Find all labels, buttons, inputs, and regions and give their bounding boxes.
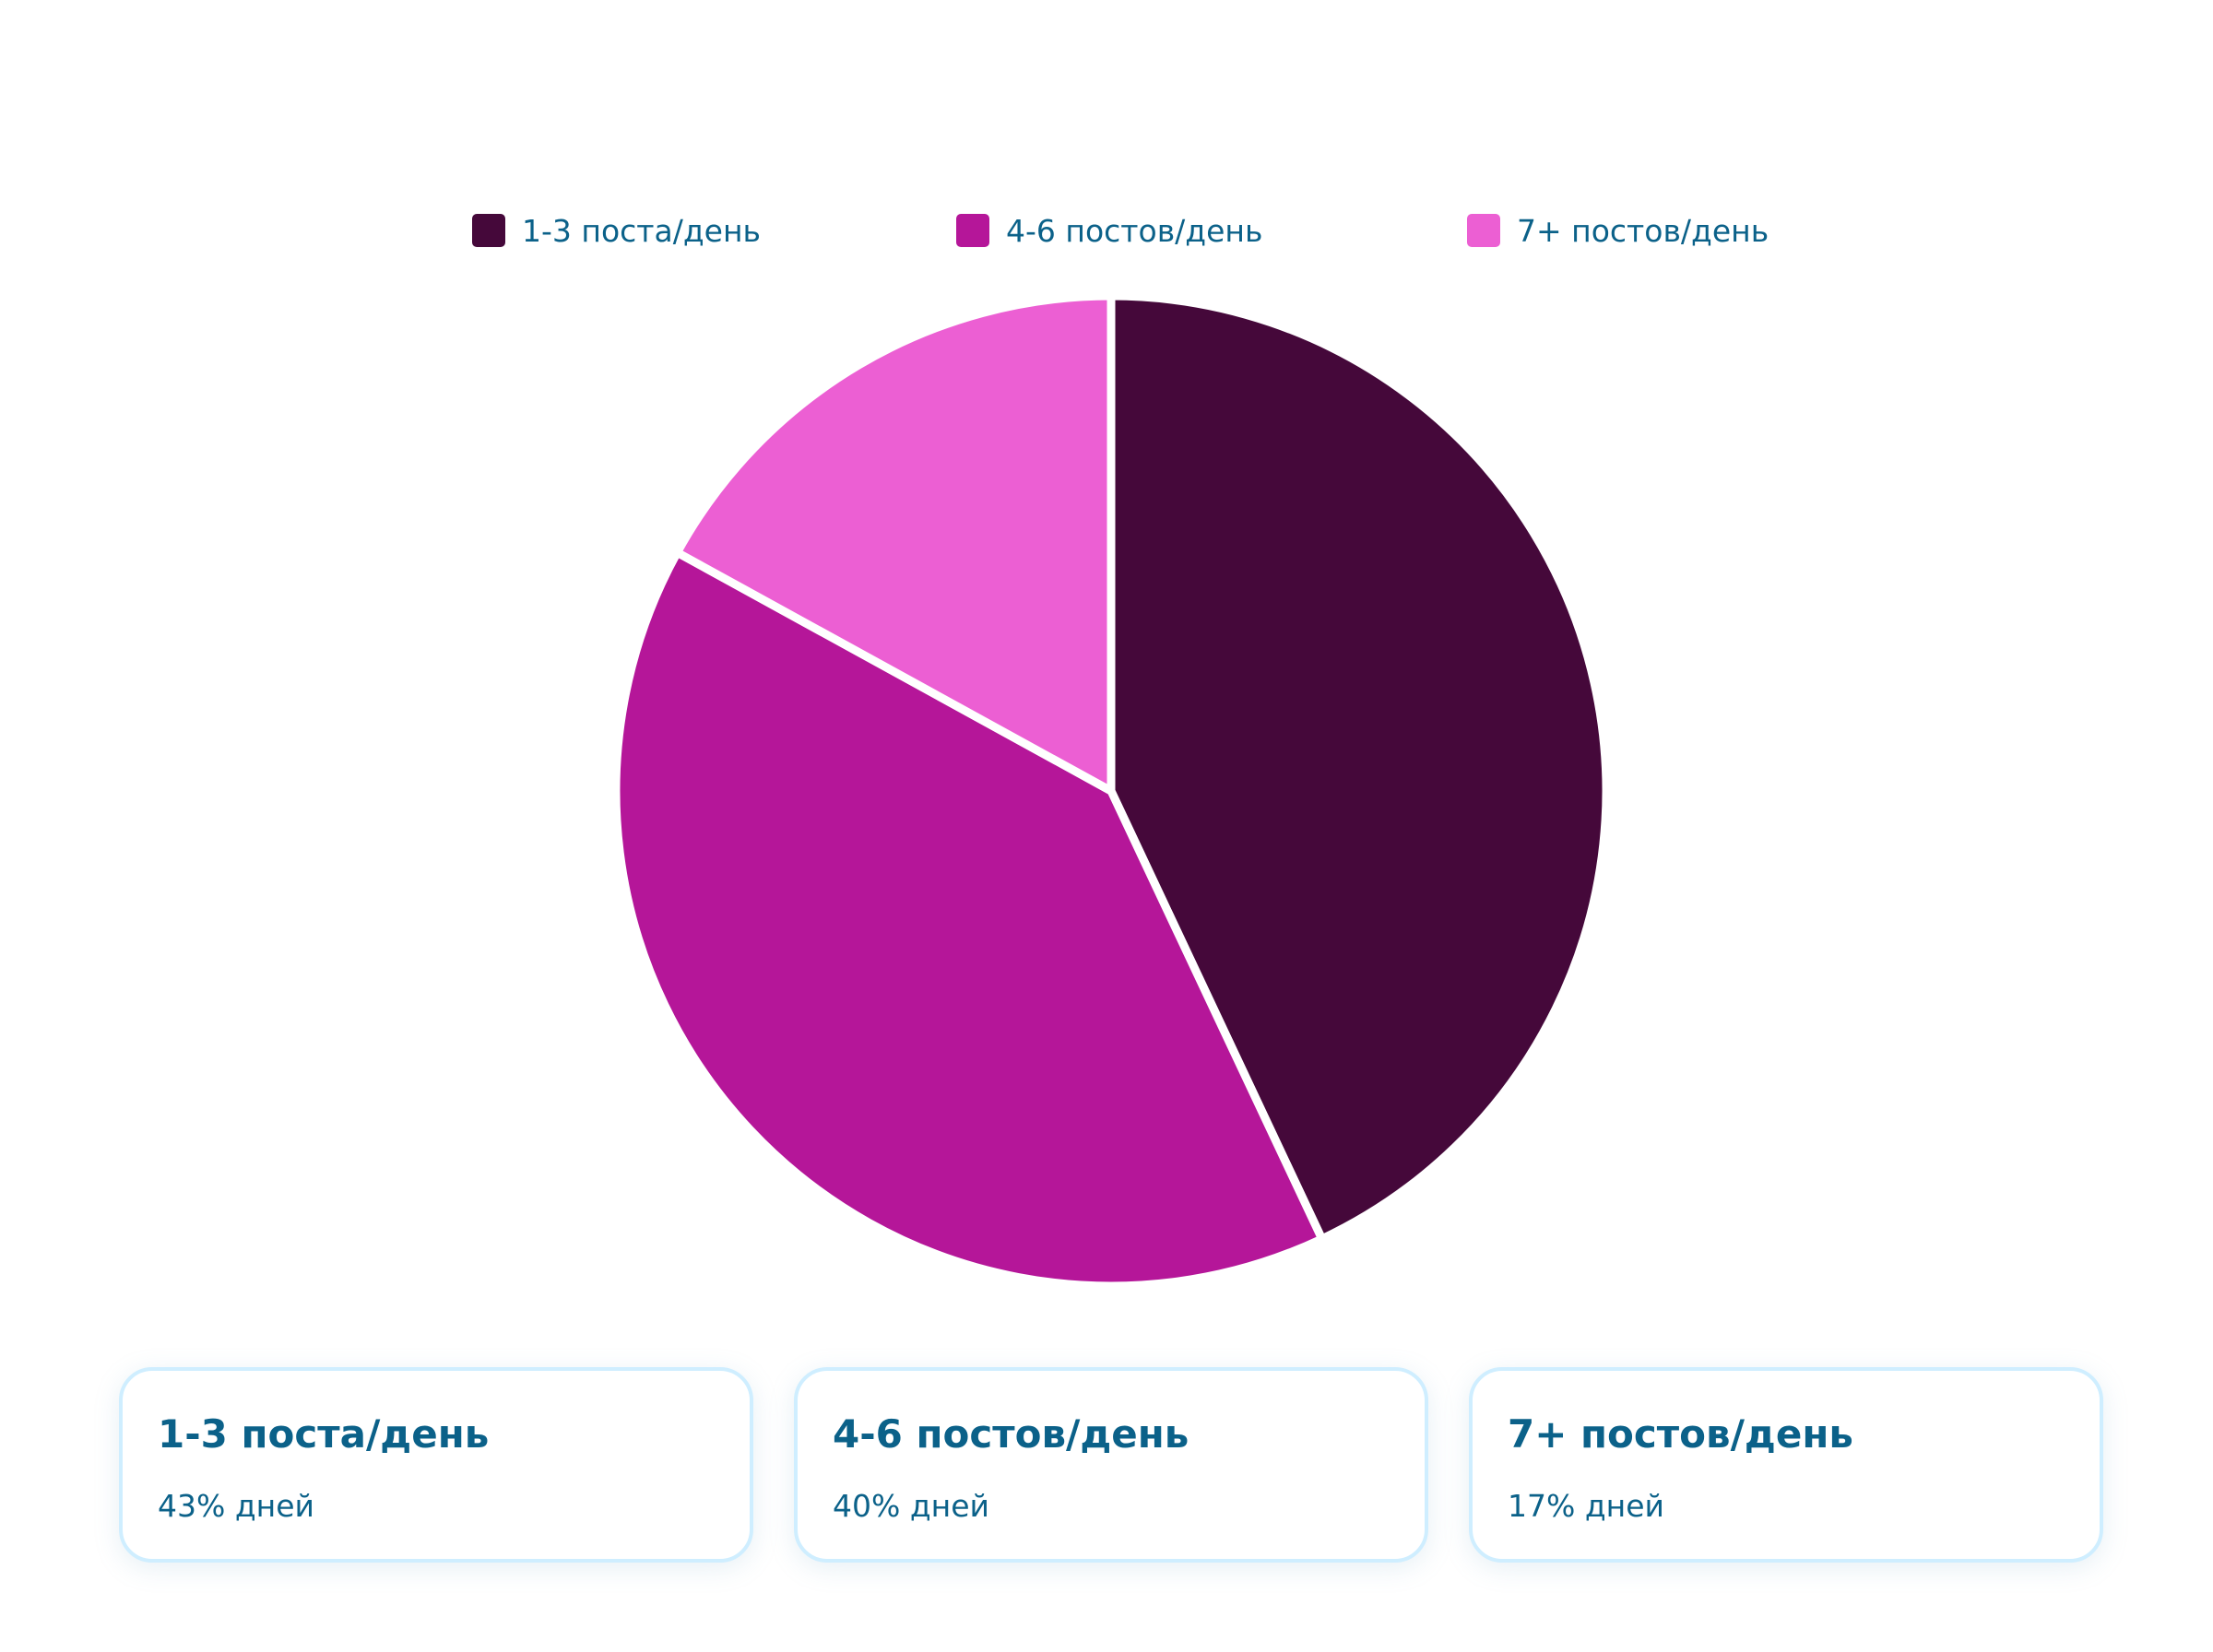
chart-legend: 1-3 поста/день 4-6 постов/день 7+ постов…	[0, 205, 2213, 256]
legend-label-7-plus-posts: 7+ постов/день	[1517, 212, 1769, 249]
card-title-1-3-posts: 1-3 поста/день	[158, 1411, 490, 1457]
summary-card-7-plus-posts: 7+ постов/день 17% дней	[1469, 1367, 2103, 1563]
legend-label-1-3-posts: 1-3 поста/день	[522, 212, 762, 249]
legend-item-1-3-posts[interactable]: 1-3 поста/день	[472, 205, 761, 256]
card-subtitle-1-3-posts: 43% дней	[158, 1488, 314, 1524]
card-title-7-plus-posts: 7+ постов/день	[1508, 1411, 1853, 1457]
legend-swatch-1-3-posts	[472, 214, 505, 247]
pie-slice-4-6-posts[interactable]	[611, 548, 1327, 1291]
pie-slice-7-plus-posts[interactable]	[672, 291, 1116, 796]
legend-item-4-6-posts[interactable]: 4-6 постов/день	[956, 205, 1262, 256]
legend-swatch-4-6-posts	[956, 214, 989, 247]
legend-item-7-plus-posts[interactable]: 7+ постов/день	[1467, 205, 1769, 256]
summary-card-1-3-posts: 1-3 поста/день 43% дней	[119, 1367, 753, 1563]
card-subtitle-4-6-posts: 40% дней	[833, 1488, 989, 1524]
card-subtitle-7-plus-posts: 17% дней	[1508, 1488, 1664, 1524]
legend-label-4-6-posts: 4-6 постов/день	[1006, 212, 1263, 249]
pie-slice-1-3-posts[interactable]	[1106, 291, 1611, 1244]
summary-card-4-6-posts: 4-6 постов/день 40% дней	[794, 1367, 1428, 1563]
card-title-4-6-posts: 4-6 постов/день	[833, 1411, 1189, 1457]
legend-swatch-7-plus-posts	[1467, 214, 1500, 247]
